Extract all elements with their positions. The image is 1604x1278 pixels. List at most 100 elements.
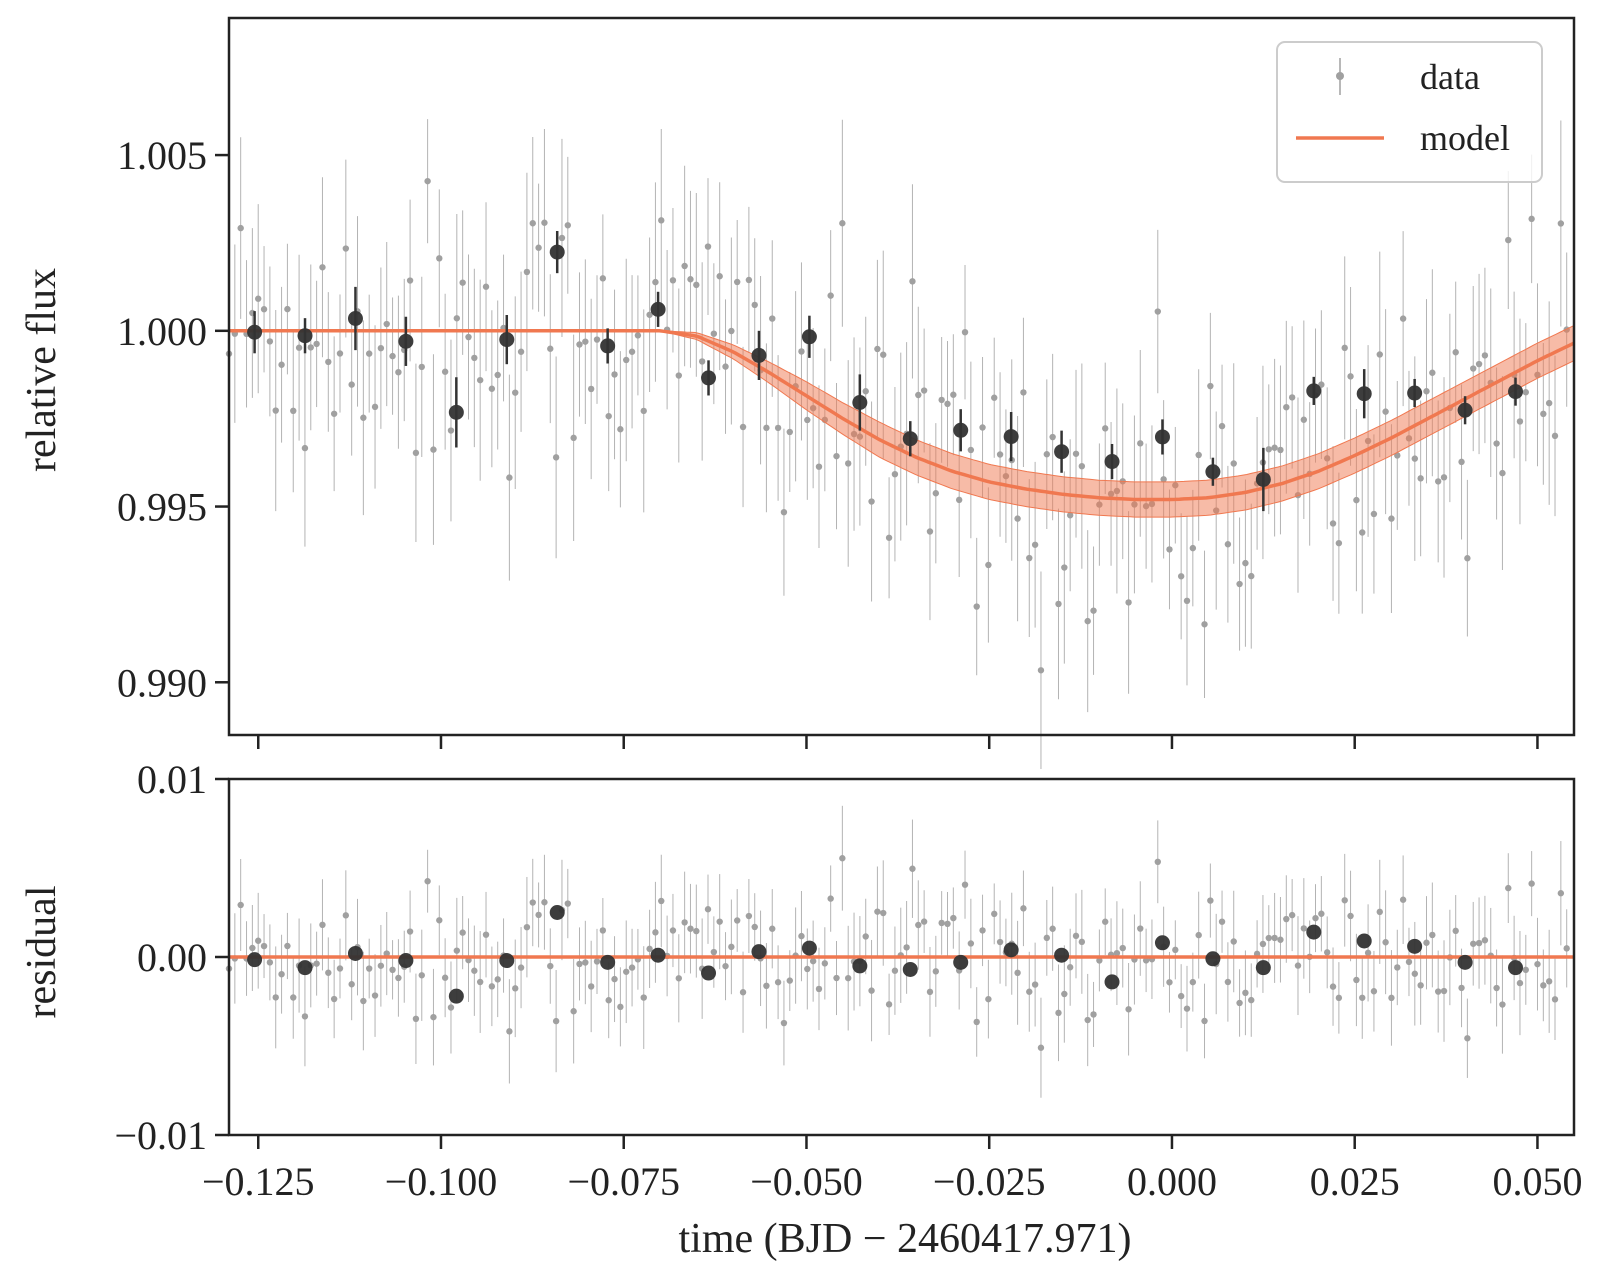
residual-point <box>1347 870 1354 962</box>
residual-point <box>944 891 951 956</box>
residual-point <box>798 890 805 982</box>
raw-point <box>1207 312 1214 460</box>
raw-point <box>909 184 916 379</box>
residual-point <box>1499 955 1506 1054</box>
raw-point <box>1481 267 1489 444</box>
raw-point <box>389 297 396 415</box>
raw-point <box>517 271 525 432</box>
raw-point <box>325 292 332 432</box>
raw-point <box>564 156 572 294</box>
raw-point <box>295 254 303 441</box>
residual-point <box>412 973 420 1064</box>
x-tick-label: −0.025 <box>933 1159 1046 1204</box>
raw-point <box>985 487 992 643</box>
residual-point <box>290 956 297 1039</box>
raw-point <box>523 172 531 372</box>
residual-point <box>1020 870 1027 947</box>
residual-point <box>769 889 776 969</box>
raw-point <box>1545 301 1553 505</box>
residual-point <box>1434 950 1442 1033</box>
residual-point <box>441 938 449 1018</box>
residual-point <box>920 890 928 953</box>
raw-point <box>476 279 484 481</box>
binned-point <box>1508 377 1524 406</box>
residual-point <box>687 883 694 974</box>
residual-point <box>1183 965 1191 1052</box>
raw-point <box>874 259 881 439</box>
residual-point <box>523 876 531 978</box>
residual-point <box>1283 875 1290 963</box>
residual-point <box>348 948 355 1021</box>
raw-point <box>804 340 811 500</box>
raw-point <box>1423 299 1430 484</box>
residual-point <box>1294 916 1302 1016</box>
raw-point <box>599 214 607 343</box>
residual-point <box>722 932 729 1001</box>
binned-point <box>247 311 263 354</box>
raw-point <box>1102 362 1109 495</box>
raw-point <box>920 328 928 453</box>
residual-point <box>395 939 402 1017</box>
residual-point <box>1493 949 1500 1027</box>
xlabel: time (BJD − 2460417.971) <box>679 1216 1132 1262</box>
residual-point <box>1288 879 1296 952</box>
raw-point <box>582 259 589 424</box>
raw-point <box>617 351 624 508</box>
binned-residual <box>852 958 868 974</box>
residual-point <box>652 881 659 983</box>
residual-point <box>1172 920 1179 980</box>
raw-point <box>541 128 548 317</box>
raw-point <box>313 280 320 408</box>
raw-point <box>646 237 653 393</box>
residual-point <box>1405 927 1413 997</box>
axes-frame <box>227 16 1576 737</box>
binned-point <box>549 230 565 274</box>
raw-point <box>1277 365 1284 535</box>
residual-point <box>1236 969 1243 1037</box>
residual-point <box>570 958 577 1064</box>
residual-point <box>786 950 793 1011</box>
binned-point <box>1407 378 1423 408</box>
residual-point <box>1078 889 1086 994</box>
binned-point <box>448 377 464 448</box>
binned-point <box>1255 447 1271 512</box>
raw-point <box>973 537 980 676</box>
raw-point <box>1055 508 1062 700</box>
residual-point <box>599 898 607 963</box>
raw-point <box>395 295 402 449</box>
raw-point <box>506 374 513 581</box>
raw-point <box>459 210 466 355</box>
binned-residual <box>1508 960 1524 976</box>
binned-point <box>1457 396 1473 425</box>
raw-point <box>1522 323 1530 462</box>
residual-point <box>1207 863 1214 938</box>
top-ylabel: relative flux <box>19 268 65 472</box>
raw-point <box>827 230 834 362</box>
residual-point <box>541 854 548 950</box>
residual-point <box>1195 891 1202 979</box>
residual-point <box>237 858 244 951</box>
residual-point <box>453 897 461 1004</box>
residual-point <box>926 946 934 1037</box>
residual-point <box>260 914 268 979</box>
residual-point <box>1545 929 1553 1033</box>
raw-point <box>1288 326 1296 469</box>
raw-point <box>938 337 945 463</box>
raw-point <box>687 190 694 368</box>
raw-point <box>406 199 414 362</box>
x-tick-label: −0.100 <box>385 1159 498 1204</box>
raw-point <box>1037 571 1045 770</box>
binned-point <box>1104 443 1120 480</box>
residual-point <box>646 909 653 989</box>
residual-point <box>1388 950 1395 1046</box>
residual-point <box>1189 952 1197 1012</box>
raw-point <box>1399 231 1407 407</box>
binned-point <box>650 291 666 327</box>
model-line <box>229 329 1575 502</box>
raw-point <box>1335 472 1343 614</box>
binned-residual <box>347 945 363 961</box>
raw-point <box>669 208 677 353</box>
residual-point <box>1516 930 1524 1036</box>
residual-point <box>383 912 390 996</box>
raw-point <box>535 183 542 312</box>
